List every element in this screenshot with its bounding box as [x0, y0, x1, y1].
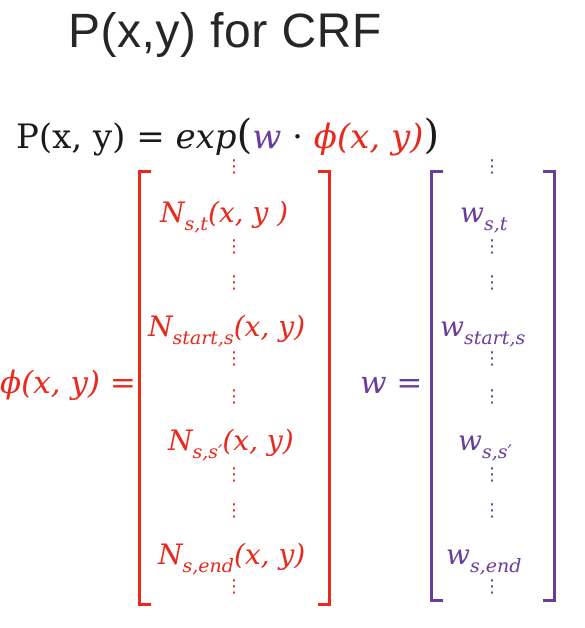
phi-dots: ⋮ — [225, 236, 243, 257]
phi-entry-start: Nstart,s(x, y) — [148, 310, 305, 349]
phi-dots: ⋮ — [225, 500, 243, 521]
equation-lhs: P(x, y) = — [16, 117, 176, 157]
phi-entry-transition: Ns,t(x, y ) — [160, 196, 289, 235]
phi-dots: ⋮ — [225, 576, 243, 597]
open-paren: ( — [236, 112, 253, 158]
w-dots: ⋮ — [483, 272, 501, 293]
close-paren: ) — [423, 112, 440, 158]
w-vector-label: w = — [360, 365, 423, 401]
w-entry-end: ws,end — [446, 538, 522, 577]
phi-left-bracket — [138, 170, 151, 606]
phi-right-bracket — [318, 170, 331, 606]
weight-symbol: w — [252, 117, 282, 157]
w-dots: ⋮ — [483, 576, 501, 597]
phi-dots: ⋮ — [225, 386, 243, 407]
phi-entry-end: Ns,end(x, y) — [158, 538, 306, 577]
phi-dots: ⋮ — [225, 464, 243, 485]
feature-function: ϕ(x, y) — [313, 117, 424, 157]
w-dots: ⋮ — [483, 156, 501, 177]
w-dots: ⋮ — [483, 464, 501, 485]
phi-dots: ⋮ — [225, 156, 243, 177]
phi-entry-self: Ns,s′(x, y) — [168, 424, 294, 463]
w-entry-start: wstart,s — [440, 310, 526, 349]
w-entry-self: ws,s′ — [458, 424, 512, 463]
phi-dots: ⋮ — [225, 348, 243, 369]
w-right-bracket — [543, 170, 556, 602]
phi-dots: ⋮ — [225, 272, 243, 293]
w-dots: ⋮ — [483, 386, 501, 407]
w-left-bracket — [430, 170, 443, 602]
probability-equation: P(x, y) = exp(w · ϕ(x, y)) — [16, 112, 439, 158]
w-dots: ⋮ — [483, 500, 501, 521]
dot-operator: · — [281, 117, 314, 157]
exp-function: exp — [175, 117, 237, 157]
w-dots: ⋮ — [483, 236, 501, 257]
w-entry-transition: ws,t — [460, 196, 508, 235]
phi-vector-label: ϕ(x, y) = — [0, 365, 136, 401]
w-dots: ⋮ — [483, 348, 501, 369]
slide-title: P(x,y) for CRF — [68, 5, 382, 58]
